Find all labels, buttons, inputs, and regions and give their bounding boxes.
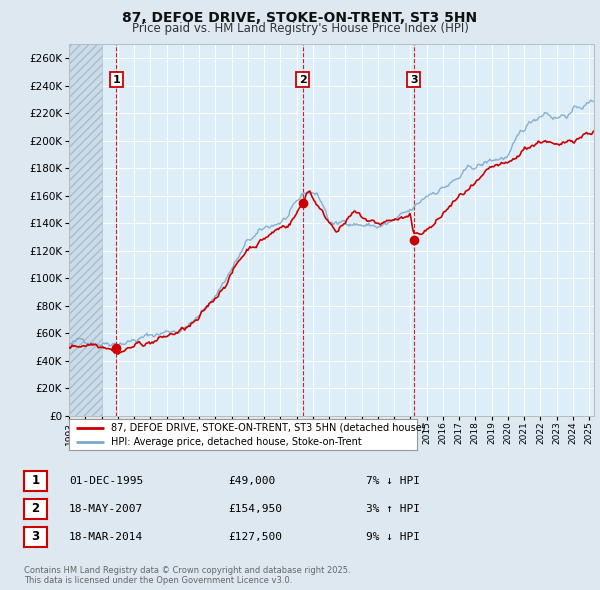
Text: Price paid vs. HM Land Registry's House Price Index (HPI): Price paid vs. HM Land Registry's House … — [131, 22, 469, 35]
Text: £154,950: £154,950 — [228, 504, 282, 513]
Text: 87, DEFOE DRIVE, STOKE-ON-TRENT, ST3 5HN: 87, DEFOE DRIVE, STOKE-ON-TRENT, ST3 5HN — [122, 11, 478, 25]
Text: 01-DEC-1995: 01-DEC-1995 — [69, 476, 143, 486]
Text: 3: 3 — [410, 74, 418, 84]
Text: 1: 1 — [31, 474, 40, 487]
Text: 18-MAR-2014: 18-MAR-2014 — [69, 532, 143, 542]
Text: Contains HM Land Registry data © Crown copyright and database right 2025.
This d: Contains HM Land Registry data © Crown c… — [24, 566, 350, 585]
Text: 2: 2 — [31, 502, 40, 515]
Text: 7% ↓ HPI: 7% ↓ HPI — [366, 476, 420, 486]
Text: 3% ↑ HPI: 3% ↑ HPI — [366, 504, 420, 513]
Text: 1: 1 — [113, 74, 121, 84]
Text: £127,500: £127,500 — [228, 532, 282, 542]
Text: 18-MAY-2007: 18-MAY-2007 — [69, 504, 143, 513]
Text: 9% ↓ HPI: 9% ↓ HPI — [366, 532, 420, 542]
Text: £49,000: £49,000 — [228, 476, 275, 486]
Text: 2: 2 — [299, 74, 307, 84]
Text: 3: 3 — [31, 530, 40, 543]
Text: 87, DEFOE DRIVE, STOKE-ON-TRENT, ST3 5HN (detached house): 87, DEFOE DRIVE, STOKE-ON-TRENT, ST3 5HN… — [111, 423, 425, 433]
Text: HPI: Average price, detached house, Stoke-on-Trent: HPI: Average price, detached house, Stok… — [111, 437, 362, 447]
